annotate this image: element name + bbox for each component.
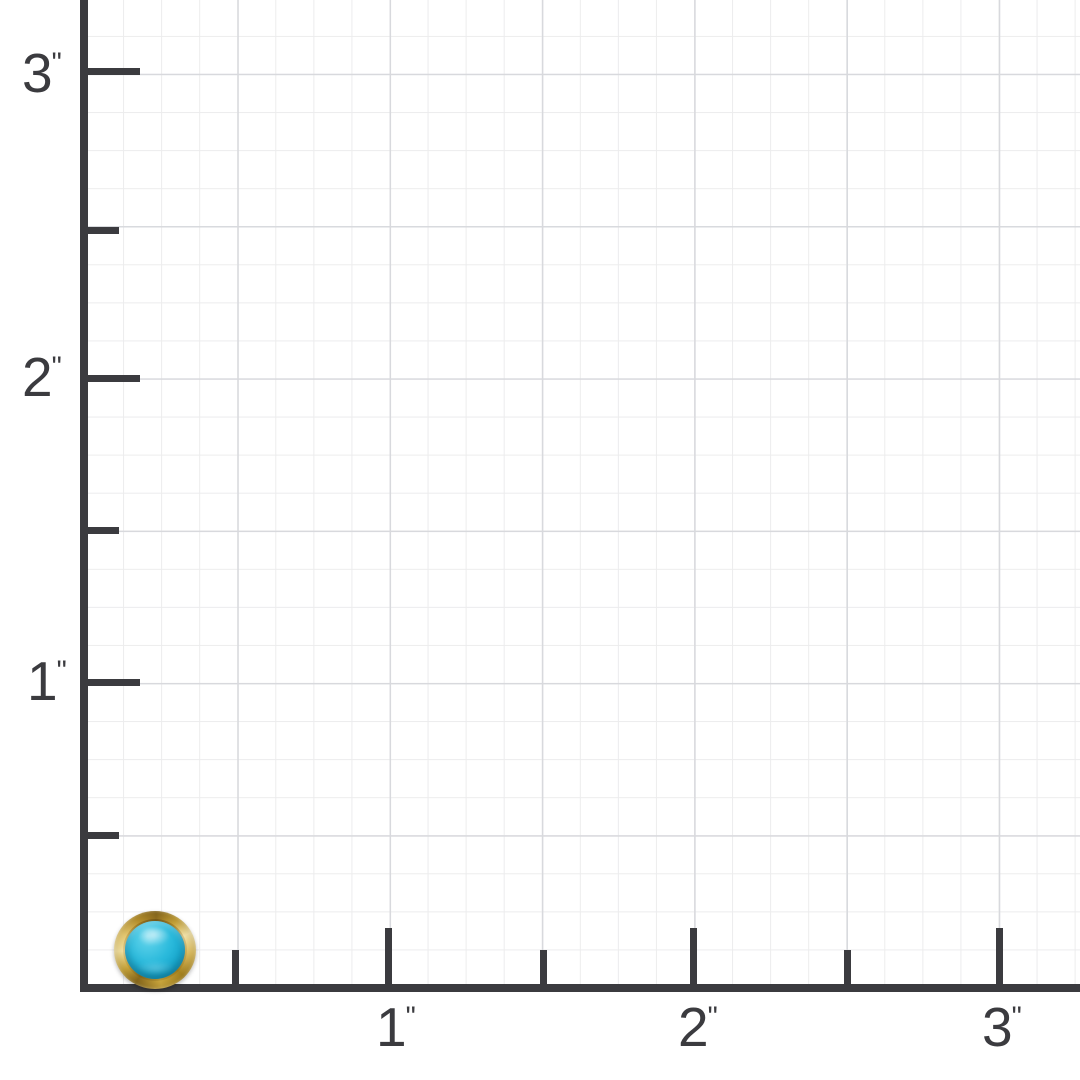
- y-tick-2: [88, 375, 140, 382]
- y-tick-1: [88, 679, 140, 686]
- y-axis-line: [80, 0, 88, 992]
- x-axis-label-1: 1": [376, 996, 416, 1058]
- stone-specular-highlight: [139, 928, 169, 945]
- y-axis-label-2: 2": [22, 346, 62, 408]
- x-tick-2-5: [844, 950, 851, 984]
- turquoise-cabochon-gemstone: [114, 911, 196, 989]
- x-tick-2: [690, 928, 697, 984]
- stone-reflected-light: [138, 961, 174, 973]
- turquoise-stone: [125, 921, 185, 979]
- y-tick-3: [88, 68, 140, 75]
- x-axis-label-2: 2": [678, 996, 718, 1058]
- y-axis-label-1: 1": [27, 650, 67, 712]
- x-tick-1-5: [540, 950, 547, 984]
- y-axis-label-3: 3": [22, 42, 62, 104]
- x-tick-1: [385, 928, 392, 984]
- x-tick-0-5: [232, 950, 239, 984]
- x-axis-line: [80, 984, 1080, 992]
- y-tick-0-5: [88, 832, 119, 839]
- graph-paper-grid: [86, 0, 1080, 984]
- x-tick-3: [996, 928, 1003, 984]
- y-tick-1-5: [88, 527, 119, 534]
- x-axis-label-3: 3": [982, 996, 1022, 1058]
- y-tick-2-5: [88, 227, 119, 234]
